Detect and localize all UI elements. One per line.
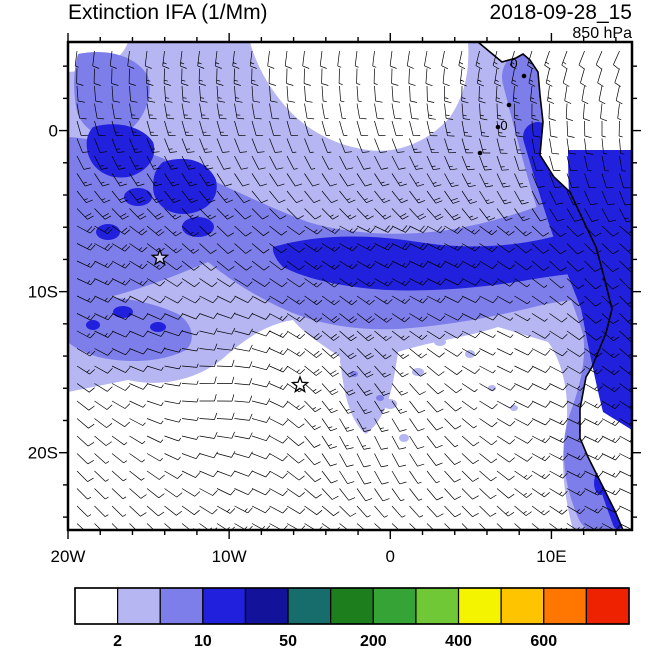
x-axis-label: 20W: [51, 547, 86, 566]
colorbar-cell: [117, 587, 161, 625]
colorbar-cell: [415, 587, 460, 625]
colorbar-cell: [244, 587, 289, 625]
colorbar-label: 2: [113, 633, 122, 650]
axis-ticks: [59, 33, 641, 539]
x-axis-label: 10W: [212, 547, 247, 566]
colorbar: 2 10 50 200 400 600: [74, 587, 630, 650]
plot-title: Extinction IFA (1/Mm): [68, 1, 268, 24]
datetime-label: 2018-09-28_15: [489, 1, 632, 24]
colorbar-label: 400: [445, 633, 472, 650]
colorbar-cell: [457, 587, 502, 625]
colorbar-label: 10: [194, 633, 212, 650]
colorbar-label: 50: [279, 633, 297, 650]
map-clipped-content: 00: [68, 42, 632, 530]
coastal-plume-fill: [568, 150, 632, 430]
pressure-level-label: 850 hPa: [572, 25, 632, 42]
colorbar-cell: [500, 587, 545, 625]
colorbar-cell: [287, 587, 332, 625]
colorbar-cell: [74, 587, 119, 625]
y-axis-label: 0: [49, 122, 58, 141]
colorbar-cell: [372, 587, 417, 625]
star-marker: [290, 375, 310, 393]
map-frame: [66, 40, 634, 532]
wind-barb-layer: [74, 50, 632, 530]
colorbar-cell: [585, 587, 630, 625]
y-axis-label: 20S: [28, 444, 58, 463]
colorbar-cell: [202, 587, 247, 625]
colorbar-label: 200: [360, 633, 387, 650]
y-axis-label: 10S: [28, 283, 58, 302]
colorbar-outline: [74, 587, 630, 625]
star-marker: [150, 247, 170, 266]
x-axis-label: 0: [386, 547, 395, 566]
colorbar-cell: [159, 587, 204, 625]
colorbar-cell: [543, 587, 587, 625]
islands: [477, 73, 527, 156]
x-axis-label: 10E: [536, 547, 566, 566]
colorbar-cell: [330, 587, 374, 625]
colorbar-label: 600: [530, 633, 557, 650]
zero-contour-label: 0: [500, 118, 507, 133]
map-area: 00: [66, 40, 634, 532]
axis-labels: 20W 10W 0 10E 0 10S 20S: [28, 122, 567, 566]
